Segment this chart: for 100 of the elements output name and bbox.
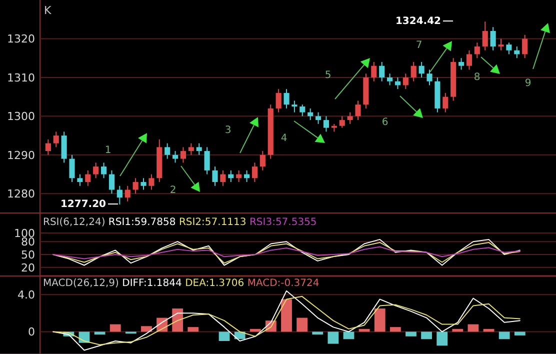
candlestick — [323, 116, 330, 132]
candlestick — [172, 150, 178, 164]
y-tick-label: 1290 — [7, 148, 35, 162]
annotation: 3 — [224, 125, 232, 136]
legend-title: RSI(6,12,24) — [43, 217, 108, 228]
bar — [141, 326, 152, 332]
bar — [250, 328, 261, 332]
bar — [406, 332, 416, 336]
candlestick — [45, 138, 51, 156]
series-label: RSI1:59.7858 — [108, 217, 179, 228]
candlestick — [93, 162, 99, 179]
y-tick-label: 20 — [21, 261, 35, 274]
annotation: 1277.20 — [60, 199, 106, 210]
bar — [110, 324, 121, 332]
candlestick — [387, 73, 393, 86]
bar — [343, 332, 354, 340]
annotation: 1 — [104, 145, 112, 156]
candlestick — [379, 61, 385, 82]
y-tick-label: 1310 — [7, 71, 35, 84]
candlestick — [61, 131, 67, 164]
candlestick — [300, 104, 306, 117]
bar — [328, 332, 339, 344]
candlestick — [394, 76, 401, 90]
bar — [468, 324, 479, 332]
text: RSI3:57.5355 — [249, 217, 317, 228]
candlestick — [196, 142, 202, 156]
candlestick — [402, 73, 408, 90]
candlestick — [252, 162, 258, 183]
candlestick — [474, 42, 480, 59]
candlestick — [236, 170, 242, 183]
candlestick — [292, 100, 298, 113]
bar — [188, 327, 199, 332]
annotation: 4 — [280, 133, 288, 144]
annotation: 1324.42 — [395, 16, 442, 27]
annotation: 9 — [524, 78, 532, 89]
candlestick — [164, 142, 170, 160]
candlestick — [228, 170, 234, 183]
candlestick — [466, 50, 472, 70]
candlestick — [482, 21, 488, 51]
candlestick — [260, 150, 266, 171]
candlestick — [498, 38, 504, 51]
candlestick — [371, 61, 377, 82]
chart-title: K — [44, 4, 52, 17]
y-tick-label: 4.0 — [18, 288, 35, 302]
bar — [421, 332, 432, 340]
annotation: 5 — [324, 70, 332, 81]
annotation: 2 — [170, 185, 176, 196]
candlestick — [188, 142, 194, 156]
candlestick — [220, 170, 226, 186]
bar — [94, 332, 106, 334]
line-series — [52, 296, 520, 346]
text: DIFF:1.1844 — [122, 278, 186, 289]
line-series — [52, 246, 520, 260]
bar — [281, 299, 292, 332]
candlestick — [85, 170, 91, 186]
y-tick-label: 0 — [28, 326, 35, 339]
candlestick — [69, 154, 75, 183]
candlestick — [100, 162, 107, 179]
y-tick-label: 1300 — [7, 110, 35, 124]
bar — [514, 332, 526, 336]
candlestick — [522, 34, 528, 59]
bar — [390, 327, 401, 332]
candlestick — [276, 88, 282, 113]
bar — [374, 308, 386, 332]
candlestick — [355, 100, 361, 121]
candlestick — [410, 61, 416, 82]
candlestick — [284, 88, 290, 109]
y-tick-label: 1280 — [7, 187, 35, 200]
bar — [172, 308, 184, 332]
candlestick — [442, 92, 448, 113]
bar — [498, 332, 510, 340]
bar — [218, 332, 230, 341]
candlestick — [204, 146, 210, 175]
candlestick — [458, 58, 464, 70]
bar — [296, 318, 308, 332]
candlestick — [108, 170, 114, 194]
annotation: 6 — [382, 117, 388, 128]
candlestick — [506, 42, 512, 55]
series-label: MACD:-0.3724 — [247, 278, 320, 289]
bar — [312, 332, 324, 334]
bar — [78, 332, 90, 343]
legend-title: MACD(26,12,9) — [43, 278, 122, 289]
candlestick — [116, 185, 122, 205]
bar — [436, 332, 448, 346]
annotation: 7 — [416, 40, 422, 51]
candlestick — [426, 69, 432, 86]
candlestick — [418, 61, 424, 78]
annotation: 8 — [474, 72, 480, 83]
candlestick — [347, 112, 353, 124]
candlestick — [212, 166, 218, 186]
candlestick — [140, 178, 146, 190]
y-tick-label: 50 — [21, 248, 35, 262]
candlestick — [132, 178, 138, 194]
candlestick — [490, 26, 496, 51]
bar — [452, 328, 464, 332]
candlestick — [53, 131, 59, 148]
candlestick — [308, 108, 314, 121]
series-label: RSI2:57.1113 — [178, 217, 250, 228]
candlestick — [244, 170, 250, 183]
candlestick — [339, 116, 345, 128]
